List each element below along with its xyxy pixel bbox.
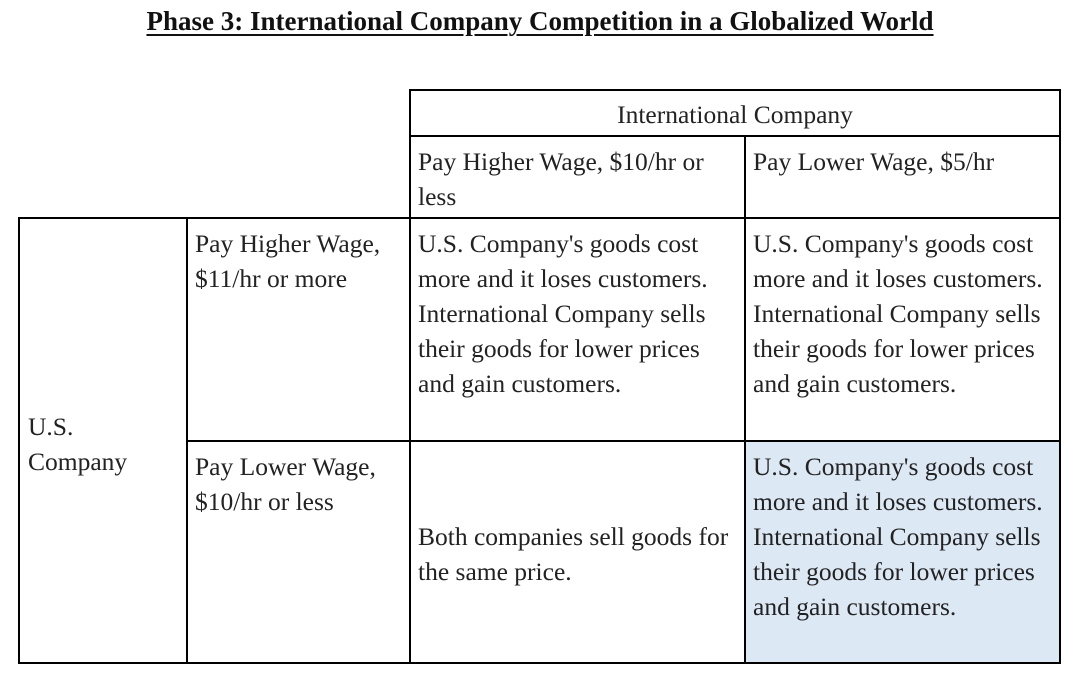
table-cell-r1-c1: U.S. Company's goods cost more and it lo…: [418, 229, 708, 398]
page-title: Phase 3: International Company Competiti…: [146, 6, 934, 36]
column-header-lower-wage: Pay Lower Wage, $5/hr: [753, 147, 995, 176]
table-border: [186, 217, 188, 664]
table-border: [18, 217, 1061, 219]
table-border: [744, 135, 746, 664]
table-border: [409, 89, 411, 664]
row-header-lower-wage: Pay Lower Wage, $10/hr or less: [195, 452, 376, 516]
row-group-header: U.S. Company: [28, 412, 128, 476]
table-border: [409, 89, 1061, 91]
table-border: [18, 662, 1061, 664]
highlighted-cell-background: [745, 441, 1060, 662]
table-cell-r2-c2-highlighted: U.S. Company's goods cost more and it lo…: [753, 452, 1043, 621]
table-border: [186, 440, 1061, 442]
table-border: [409, 135, 1061, 137]
column-header-higher-wage: Pay Higher Wage, $10/hr or less: [418, 147, 704, 211]
table-cell-r2-c1: Both companies sell goods for the same p…: [418, 522, 729, 586]
table-border: [18, 217, 20, 664]
table-border: [1059, 89, 1061, 664]
column-group-header: International Company: [617, 100, 853, 129]
row-header-higher-wage: Pay Higher Wage, $11/hr or more: [195, 229, 381, 293]
table-cell-r1-c2: U.S. Company's goods cost more and it lo…: [753, 229, 1043, 398]
